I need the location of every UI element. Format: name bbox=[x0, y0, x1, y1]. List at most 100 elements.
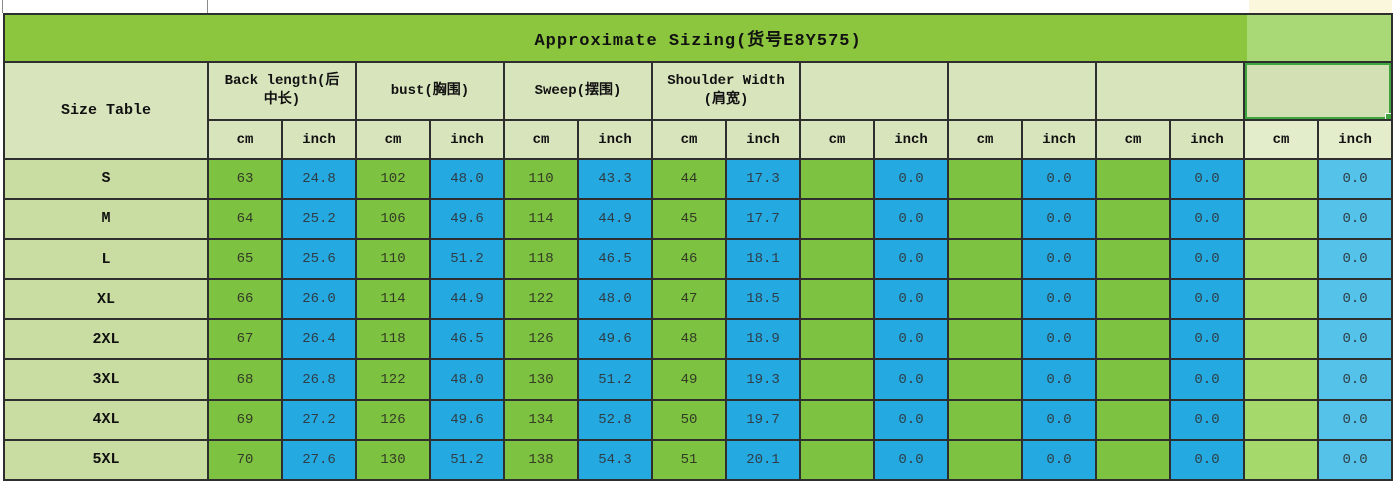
cm-value-cell[interactable] bbox=[947, 237, 1023, 281]
cm-value-cell[interactable] bbox=[799, 398, 875, 441]
cm-value-cell[interactable]: 126 bbox=[503, 318, 579, 361]
cm-value-cell[interactable] bbox=[1095, 237, 1171, 281]
inch-value-cell[interactable]: 0.0 bbox=[1169, 197, 1245, 240]
unit-header-inch[interactable]: inch bbox=[429, 119, 505, 160]
cm-value-cell[interactable]: 130 bbox=[503, 358, 579, 401]
unit-header-inch[interactable]: inch bbox=[577, 119, 653, 160]
inch-value-cell[interactable]: 0.0 bbox=[1169, 157, 1245, 200]
cm-value-cell[interactable]: 122 bbox=[503, 278, 579, 321]
inch-value-cell[interactable]: 48.0 bbox=[429, 157, 505, 200]
inch-value-cell[interactable]: 48.0 bbox=[429, 358, 505, 401]
inch-value-cell[interactable]: 17.7 bbox=[725, 197, 801, 240]
inch-value-cell[interactable]: 0.0 bbox=[873, 278, 949, 321]
cm-value-cell[interactable]: 51 bbox=[651, 438, 727, 482]
cm-value-cell[interactable] bbox=[1243, 398, 1319, 441]
inch-value-cell[interactable]: 44.9 bbox=[577, 197, 653, 240]
unit-header-cm[interactable]: cm bbox=[503, 119, 579, 160]
size-table-header-cell[interactable]: Size Table bbox=[3, 61, 209, 160]
unit-header-cm[interactable]: cm bbox=[947, 119, 1023, 160]
inch-value-cell[interactable]: 0.0 bbox=[1169, 398, 1245, 441]
inch-value-cell[interactable]: 0.0 bbox=[1316, 438, 1394, 482]
header-selected-cell[interactable] bbox=[1242, 61, 1394, 122]
inch-value-cell[interactable]: 46.5 bbox=[577, 237, 653, 281]
inch-value-cell[interactable]: 26.8 bbox=[281, 358, 357, 401]
cm-value-cell[interactable]: 130 bbox=[355, 438, 431, 482]
cm-value-cell[interactable] bbox=[947, 358, 1023, 401]
cm-value-cell[interactable]: 67 bbox=[207, 318, 283, 361]
inch-value-cell[interactable]: 0.0 bbox=[873, 318, 949, 361]
header-empty-1[interactable] bbox=[799, 61, 949, 122]
inch-value-cell[interactable]: 51.2 bbox=[577, 358, 653, 401]
selection-fill-handle[interactable] bbox=[1385, 113, 1391, 119]
cm-value-cell[interactable] bbox=[1243, 157, 1319, 200]
cm-value-cell[interactable] bbox=[1095, 358, 1171, 401]
inch-value-cell[interactable]: 18.1 bbox=[725, 237, 801, 281]
unit-header-cm[interactable]: cm bbox=[799, 119, 875, 160]
inch-value-cell[interactable]: 25.2 bbox=[281, 197, 357, 240]
cm-value-cell[interactable] bbox=[1243, 197, 1319, 240]
cm-value-cell[interactable] bbox=[1095, 197, 1171, 240]
cm-value-cell[interactable] bbox=[799, 438, 875, 482]
inch-value-cell[interactable]: 49.6 bbox=[429, 398, 505, 441]
inch-value-cell[interactable]: 20.1 bbox=[725, 438, 801, 482]
inch-value-cell[interactable]: 0.0 bbox=[1316, 358, 1394, 401]
unit-header-inch[interactable]: inch bbox=[1169, 119, 1245, 160]
cm-value-cell[interactable]: 70 bbox=[207, 438, 283, 482]
cm-value-cell[interactable]: 65 bbox=[207, 237, 283, 281]
inch-value-cell[interactable]: 0.0 bbox=[873, 438, 949, 482]
inch-value-cell[interactable]: 0.0 bbox=[1316, 197, 1394, 240]
cm-value-cell[interactable]: 44 bbox=[651, 157, 727, 200]
inch-value-cell[interactable]: 44.9 bbox=[429, 278, 505, 321]
unit-header-inch[interactable]: inch bbox=[281, 119, 357, 160]
inch-value-cell[interactable]: 0.0 bbox=[1021, 278, 1097, 321]
unit-header-cm[interactable]: cm bbox=[1095, 119, 1171, 160]
cm-value-cell[interactable] bbox=[1095, 318, 1171, 361]
cm-value-cell[interactable]: 118 bbox=[355, 318, 431, 361]
cm-value-cell[interactable] bbox=[1243, 318, 1319, 361]
cm-value-cell[interactable] bbox=[1095, 157, 1171, 200]
cm-value-cell[interactable]: 49 bbox=[651, 358, 727, 401]
inch-value-cell[interactable]: 0.0 bbox=[1169, 278, 1245, 321]
inch-value-cell[interactable]: 51.2 bbox=[429, 438, 505, 482]
unit-header-cm[interactable]: cm bbox=[651, 119, 727, 160]
cm-value-cell[interactable] bbox=[1243, 438, 1319, 482]
cm-value-cell[interactable]: 66 bbox=[207, 278, 283, 321]
unit-header-inch[interactable]: inch bbox=[725, 119, 801, 160]
inch-value-cell[interactable]: 0.0 bbox=[1021, 237, 1097, 281]
cm-value-cell[interactable] bbox=[799, 237, 875, 281]
inch-value-cell[interactable]: 0.0 bbox=[873, 237, 949, 281]
inch-value-cell[interactable]: 51.2 bbox=[429, 237, 505, 281]
inch-value-cell[interactable]: 0.0 bbox=[873, 197, 949, 240]
inch-value-cell[interactable]: 43.3 bbox=[577, 157, 653, 200]
inch-value-cell[interactable]: 48.0 bbox=[577, 278, 653, 321]
inch-value-cell[interactable]: 0.0 bbox=[1316, 157, 1394, 200]
unit-header-inch[interactable]: inch bbox=[873, 119, 949, 160]
cm-value-cell[interactable]: 46 bbox=[651, 237, 727, 281]
inch-value-cell[interactable]: 54.3 bbox=[577, 438, 653, 482]
size-label-cell[interactable]: 3XL bbox=[3, 358, 209, 401]
cm-value-cell[interactable]: 126 bbox=[355, 398, 431, 441]
cm-value-cell[interactable]: 114 bbox=[355, 278, 431, 321]
inch-value-cell[interactable]: 0.0 bbox=[873, 398, 949, 441]
inch-value-cell[interactable]: 24.8 bbox=[281, 157, 357, 200]
size-label-cell[interactable]: S bbox=[3, 157, 209, 200]
cm-value-cell[interactable] bbox=[1095, 438, 1171, 482]
inch-value-cell[interactable]: 0.0 bbox=[1316, 398, 1394, 441]
inch-value-cell[interactable]: 0.0 bbox=[1316, 278, 1394, 321]
unit-header-cm[interactable]: cm bbox=[1243, 119, 1319, 160]
cm-value-cell[interactable] bbox=[947, 438, 1023, 482]
cm-value-cell[interactable]: 138 bbox=[503, 438, 579, 482]
cm-value-cell[interactable] bbox=[947, 318, 1023, 361]
size-label-cell[interactable]: 2XL bbox=[3, 318, 209, 361]
cm-value-cell[interactable]: 63 bbox=[207, 157, 283, 200]
inch-value-cell[interactable]: 49.6 bbox=[577, 318, 653, 361]
header-shoulder-width[interactable]: Shoulder Width (肩宽) bbox=[651, 61, 801, 122]
inch-value-cell[interactable]: 0.0 bbox=[1021, 197, 1097, 240]
cm-value-cell[interactable]: 50 bbox=[651, 398, 727, 441]
header-back-length[interactable]: Back length(后 中长) bbox=[207, 61, 357, 122]
inch-value-cell[interactable]: 18.9 bbox=[725, 318, 801, 361]
inch-value-cell[interactable]: 26.0 bbox=[281, 278, 357, 321]
inch-value-cell[interactable]: 46.5 bbox=[429, 318, 505, 361]
cm-value-cell[interactable]: 64 bbox=[207, 197, 283, 240]
cm-value-cell[interactable] bbox=[1095, 398, 1171, 441]
